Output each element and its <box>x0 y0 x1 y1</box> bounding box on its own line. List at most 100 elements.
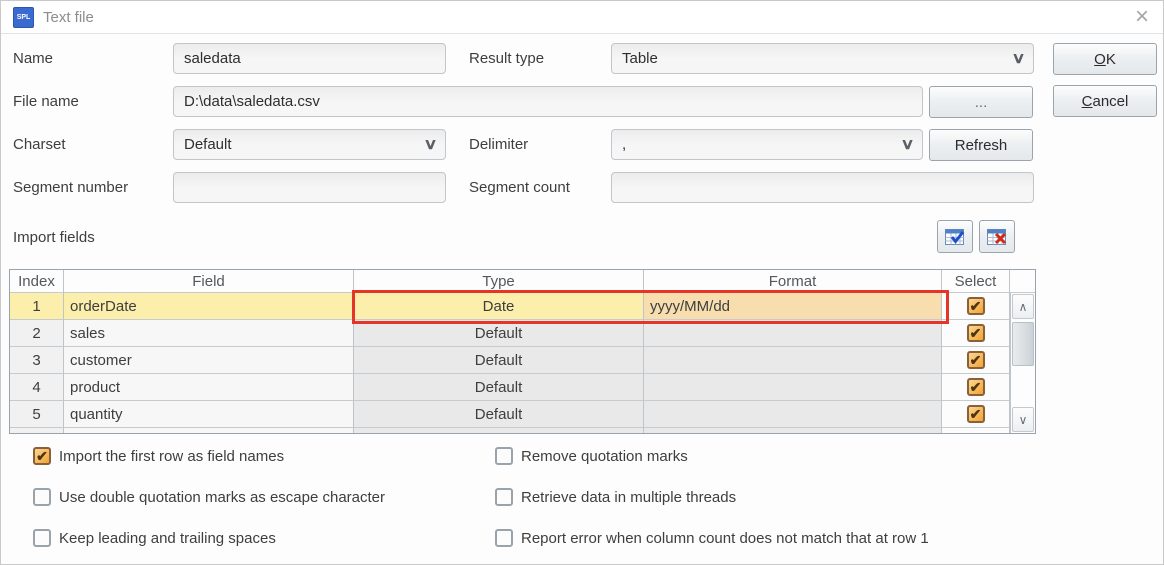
options-right: Remove quotation marks Retrieve data in m… <box>495 446 929 564</box>
row-type-cell[interactable]: Default <box>354 320 644 347</box>
header-format[interactable]: Format <box>644 270 942 293</box>
option-checkbox[interactable]: ✔ <box>33 447 51 465</box>
row-format-cell[interactable] <box>644 401 942 428</box>
cancel-rest: ancel <box>1092 92 1129 110</box>
partial-cell <box>64 428 354 433</box>
row-select-checkbox[interactable]: ✔ <box>966 351 985 369</box>
row-select-cell: ✔ <box>942 293 1010 320</box>
partial-cell <box>942 428 1010 433</box>
charset-label: Charset <box>13 136 66 153</box>
scroll-up-icon[interactable]: ∧ <box>1012 294 1034 319</box>
row-select-cell: ✔ <box>942 374 1010 401</box>
table-row: 1 orderDate Date yyyy/MM/dd ✔ <box>10 293 1035 320</box>
row-field-cell[interactable]: orderDate <box>64 293 354 320</box>
segment-number-label: Segment number <box>13 179 129 196</box>
refresh-label: Refresh <box>954 136 1008 154</box>
scrollbar-thumb[interactable] <box>1012 322 1034 366</box>
row-select-checkbox[interactable]: ✔ <box>966 405 985 423</box>
select-all-fields-button[interactable] <box>937 220 973 253</box>
option-label: Import the first row as field names <box>59 447 285 465</box>
chevron-down-icon: ∨ <box>1011 50 1026 67</box>
browse-button[interactable]: ... <box>929 86 1033 118</box>
segment-count-input[interactable] <box>611 172 1034 203</box>
scroll-down-icon[interactable]: ∨ <box>1012 407 1034 432</box>
deselect-all-fields-button[interactable] <box>979 220 1015 253</box>
option-checkbox[interactable] <box>33 488 51 506</box>
browse-label: ... <box>974 93 988 111</box>
row-field-cell[interactable]: product <box>64 374 354 401</box>
header-select[interactable]: Select <box>942 270 1010 293</box>
option-checkbox[interactable] <box>495 447 513 465</box>
option-item: Keep leading and trailing spaces <box>33 528 385 548</box>
header-scrollbar-spacer <box>1010 270 1035 293</box>
row-type-cell[interactable]: Default <box>354 401 644 428</box>
row-select-checkbox[interactable]: ✔ <box>966 297 985 315</box>
row-format-cell[interactable]: yyyy/MM/dd <box>644 293 942 320</box>
row-select-checkbox[interactable]: ✔ <box>966 324 985 342</box>
close-icon[interactable]: × <box>1134 3 1149 30</box>
cancel-mnemonic: C <box>1081 92 1093 110</box>
header-index[interactable]: Index <box>10 270 64 293</box>
table-row: 4 product Default ✔ <box>10 374 1035 401</box>
refresh-button[interactable]: Refresh <box>929 129 1033 161</box>
partial-cell <box>10 428 64 433</box>
row-index-cell[interactable]: 1 <box>10 293 64 320</box>
row-select-cell: ✔ <box>942 401 1010 428</box>
row-field-cell[interactable]: customer <box>64 347 354 374</box>
table-scrollbar[interactable]: ∧ ∨ <box>1010 293 1035 433</box>
row-format-cell[interactable] <box>644 320 942 347</box>
table-row: 5 quantity Default ✔ <box>10 401 1035 428</box>
row-format-cell[interactable] <box>644 374 942 401</box>
result-type-label: Result type <box>469 50 545 67</box>
row-field-cell[interactable]: quantity <box>64 401 354 428</box>
name-label: Name <box>13 50 54 67</box>
header-type[interactable]: Type <box>354 270 644 293</box>
option-label: Retrieve data in multiple threads <box>521 488 737 506</box>
delimiter-label: Delimiter <box>469 136 529 153</box>
row-index-cell[interactable]: 4 <box>10 374 64 401</box>
window-title: Text file <box>43 9 94 26</box>
table-check-icon <box>945 228 965 245</box>
option-checkbox[interactable] <box>495 529 513 547</box>
option-item: ✔ Import the first row as field names <box>33 446 385 466</box>
result-type-value: Table <box>622 50 658 67</box>
charset-value: Default <box>184 136 232 153</box>
spl-logo-icon: SPL <box>13 7 34 28</box>
segment-count-label: Segment count <box>469 179 570 196</box>
option-checkbox[interactable] <box>495 488 513 506</box>
row-type-cell[interactable]: Date <box>354 293 644 320</box>
cancel-button[interactable]: Cancel <box>1053 85 1157 117</box>
ok-mnemonic: O <box>1094 50 1106 68</box>
header-field[interactable]: Field <box>64 270 354 293</box>
import-fields-table: Index Field Type Format Select 1 orderDat… <box>9 269 1036 434</box>
table-body: 1 orderDate Date yyyy/MM/dd ✔ 2 sales Default ✔ 3… <box>10 293 1035 428</box>
chevron-down-icon: ∨ <box>900 136 915 153</box>
delimiter-select[interactable]: , ∨ <box>611 129 923 160</box>
ok-rest: K <box>1105 50 1116 68</box>
result-type-select[interactable]: Table ∨ <box>611 43 1034 74</box>
row-index-cell[interactable]: 5 <box>10 401 64 428</box>
row-index-cell[interactable]: 3 <box>10 347 64 374</box>
table-row-partial <box>10 428 1035 433</box>
row-index-cell[interactable]: 2 <box>10 320 64 347</box>
option-item: Retrieve data in multiple threads <box>495 487 929 507</box>
option-label: Keep leading and trailing spaces <box>59 529 276 547</box>
title-bar: SPL Text file × <box>1 1 1163 34</box>
name-input[interactable] <box>173 43 446 74</box>
row-field-cell[interactable]: sales <box>64 320 354 347</box>
row-select-checkbox[interactable]: ✔ <box>966 378 985 396</box>
table-x-icon <box>987 228 1007 245</box>
row-format-cell[interactable] <box>644 347 942 374</box>
option-item: Remove quotation marks <box>495 446 929 466</box>
segment-number-input[interactable] <box>173 172 446 203</box>
row-type-cell[interactable]: Default <box>354 374 644 401</box>
row-type-cell[interactable]: Default <box>354 347 644 374</box>
ok-button[interactable]: OK <box>1053 43 1157 75</box>
file-name-input[interactable] <box>173 86 923 117</box>
charset-select[interactable]: Default ∨ <box>173 129 446 160</box>
option-item: Use double quotation marks as escape cha… <box>33 487 385 507</box>
row-select-cell: ✔ <box>942 347 1010 374</box>
file-name-label: File name <box>13 93 79 110</box>
option-checkbox[interactable] <box>33 529 51 547</box>
